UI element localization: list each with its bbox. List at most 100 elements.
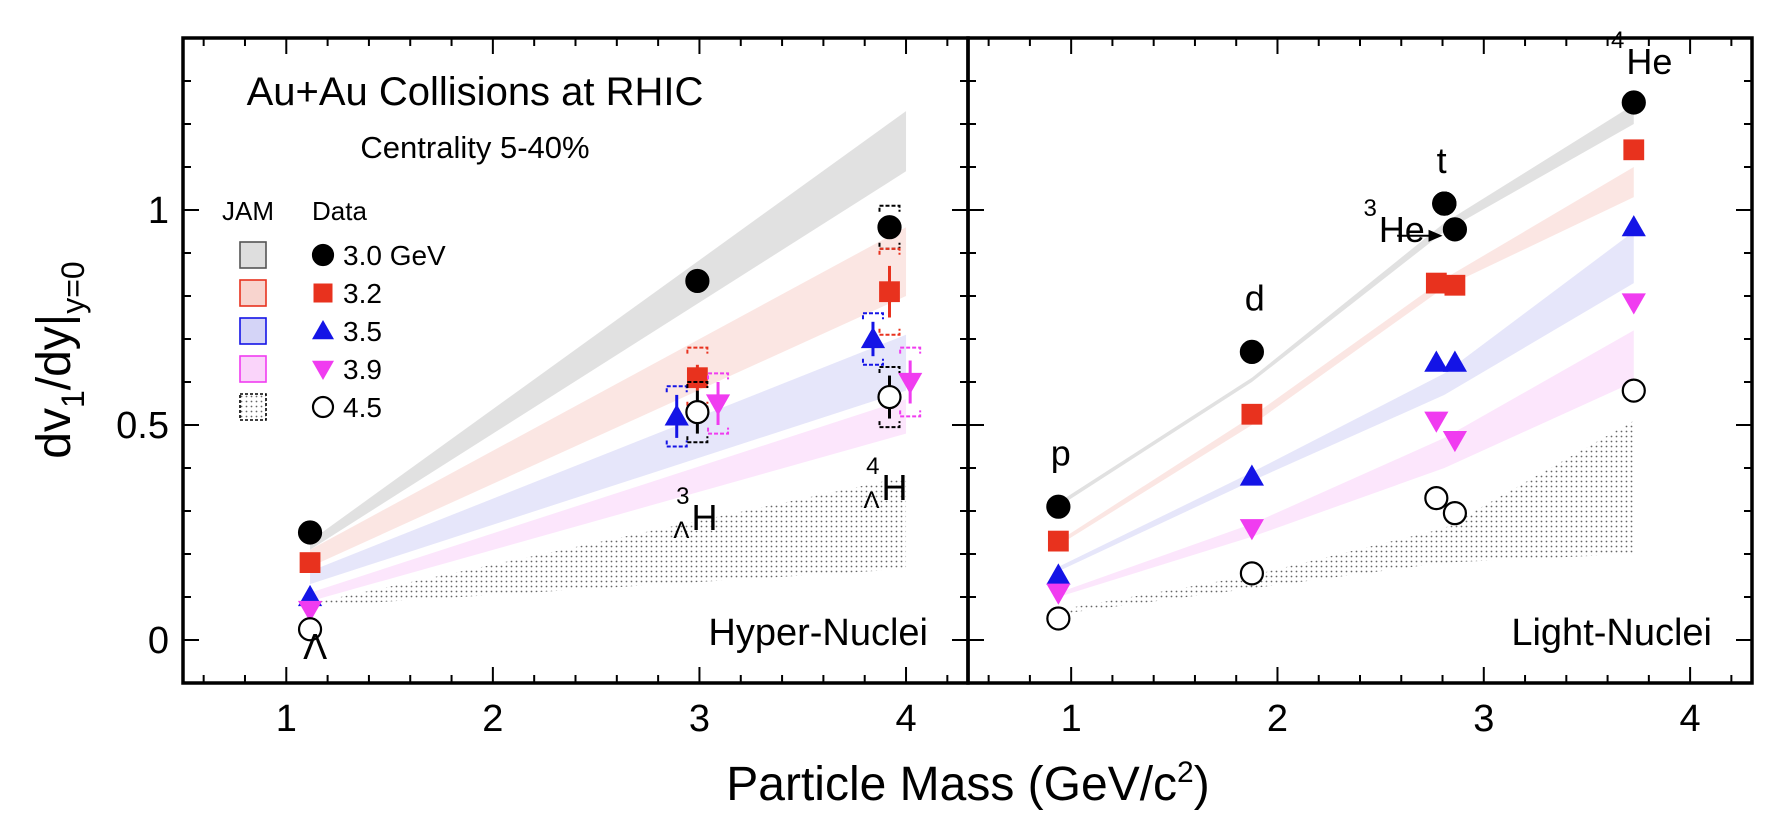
sys-error <box>878 365 901 429</box>
y-tick-label: 0 <box>148 620 169 662</box>
particle-name: Λ <box>303 626 327 667</box>
sys-error <box>686 381 709 444</box>
data-point <box>1425 272 1447 294</box>
particle-label: 3 Λ H <box>673 483 717 544</box>
data-point <box>877 215 902 240</box>
data-point <box>1621 378 1646 403</box>
data-point <box>1621 293 1646 315</box>
legend-label: 3.2 <box>343 278 382 309</box>
legend-jam-swatch <box>239 317 267 345</box>
data-point <box>1239 561 1264 586</box>
legend-label: 3.5 <box>343 316 382 347</box>
data-point <box>1442 430 1468 453</box>
particle-name: d <box>1245 278 1265 319</box>
legend-jam-swatch <box>239 241 267 269</box>
data-point <box>685 268 710 294</box>
data-point <box>898 372 923 395</box>
chart-title: Au+Au Collisions at RHIC <box>247 70 704 114</box>
legend-label: 3.0 GeV <box>343 240 446 271</box>
he3-arrow-head <box>1428 229 1443 242</box>
particle-name: t <box>1437 140 1447 181</box>
panel-label: Hyper-Nuclei <box>708 612 928 654</box>
data-point <box>297 617 323 642</box>
x-tick-label: 2 <box>1267 698 1288 740</box>
particle-label: 3He <box>1363 195 1424 250</box>
particle-sub: Λ <box>863 487 879 514</box>
particle-sup: 4 <box>866 453 879 480</box>
x-tick-label: 2 <box>482 698 503 740</box>
series-3.9 <box>297 346 923 622</box>
particle-sub: Λ <box>673 517 689 544</box>
y-tick-label: 0.5 <box>116 405 169 447</box>
particle-name: He <box>1626 41 1672 82</box>
data-point <box>1239 339 1264 364</box>
data-point <box>877 384 902 410</box>
data-point <box>1424 411 1449 433</box>
jam-band-3.0-GeV <box>310 111 907 550</box>
y-axis-label: dv1/dy|y=0 <box>28 261 91 458</box>
data-point <box>1239 464 1264 486</box>
legend-marker <box>312 360 334 380</box>
jam-band-3.2 <box>1058 167 1634 546</box>
data-point <box>299 552 321 574</box>
x-tick-label: 1 <box>276 698 297 740</box>
data-point <box>664 404 689 426</box>
legend-marker <box>313 283 333 303</box>
legend-jam-swatch <box>239 393 267 421</box>
particle-label: Λ <box>303 626 327 667</box>
data-point <box>1444 274 1466 296</box>
particle-label: p <box>1051 432 1071 473</box>
axis-labels: Particle Mass (GeV/c2) dv1/dy|y=0 <box>28 261 1210 811</box>
particle-sup: 3 <box>1363 195 1376 222</box>
particle-name: H <box>882 467 908 508</box>
series-3.0-GeV <box>1046 90 1646 519</box>
particle-label: t <box>1437 140 1447 181</box>
y-ticks: 00.51 <box>116 37 968 684</box>
data-point <box>1046 606 1071 631</box>
y-tick-label: 1 <box>148 190 169 232</box>
series-3.5 <box>297 312 886 607</box>
data-point <box>860 326 886 349</box>
data-point <box>686 367 708 389</box>
x-axis-label: Particle Mass (GeV/c2) <box>726 756 1209 811</box>
jam-band-4.5 <box>1058 420 1634 615</box>
data-point <box>1046 583 1071 605</box>
data-point <box>1046 494 1071 519</box>
x-ticks: 1 2 3 4 <box>202 38 949 740</box>
series-4.5 <box>1046 378 1646 631</box>
legend-label: 4.5 <box>343 392 382 423</box>
panel-label: Light-Nuclei <box>1511 612 1712 654</box>
x-tick-label: 3 <box>1473 698 1494 740</box>
data-point <box>297 520 323 545</box>
legend-label: 3.9 <box>343 354 382 385</box>
x-tick-label: 4 <box>1680 698 1701 740</box>
sys-error <box>665 385 688 448</box>
x-tick-label: 3 <box>689 698 710 740</box>
data-point <box>1442 501 1468 526</box>
x-ticks: 1 2 3 4 <box>987 38 1733 740</box>
series-3.9 <box>1046 293 1646 605</box>
data-point <box>685 400 710 425</box>
plot-area <box>297 111 923 642</box>
data-point <box>1623 139 1645 161</box>
data-point <box>1239 519 1264 541</box>
jam-band-3.2 <box>310 227 907 567</box>
series-4.5 <box>297 365 902 642</box>
particle-label: d <box>1245 278 1265 319</box>
y-ticks <box>968 37 1752 684</box>
data-point <box>1621 90 1646 115</box>
data-point <box>1241 403 1263 425</box>
jam-band-4.5 <box>310 476 907 607</box>
series-3.2 <box>1047 139 1645 552</box>
sys-error <box>899 346 922 418</box>
data-point <box>1424 486 1449 511</box>
legend-marker <box>312 320 334 340</box>
series-3.5 <box>1046 215 1646 585</box>
legend-header-data: Data <box>312 196 367 226</box>
chart-subtitle: Centrality 5-40% <box>360 130 589 165</box>
data-point <box>1046 563 1071 585</box>
jam-band-3.0-GeV <box>1058 104 1634 507</box>
